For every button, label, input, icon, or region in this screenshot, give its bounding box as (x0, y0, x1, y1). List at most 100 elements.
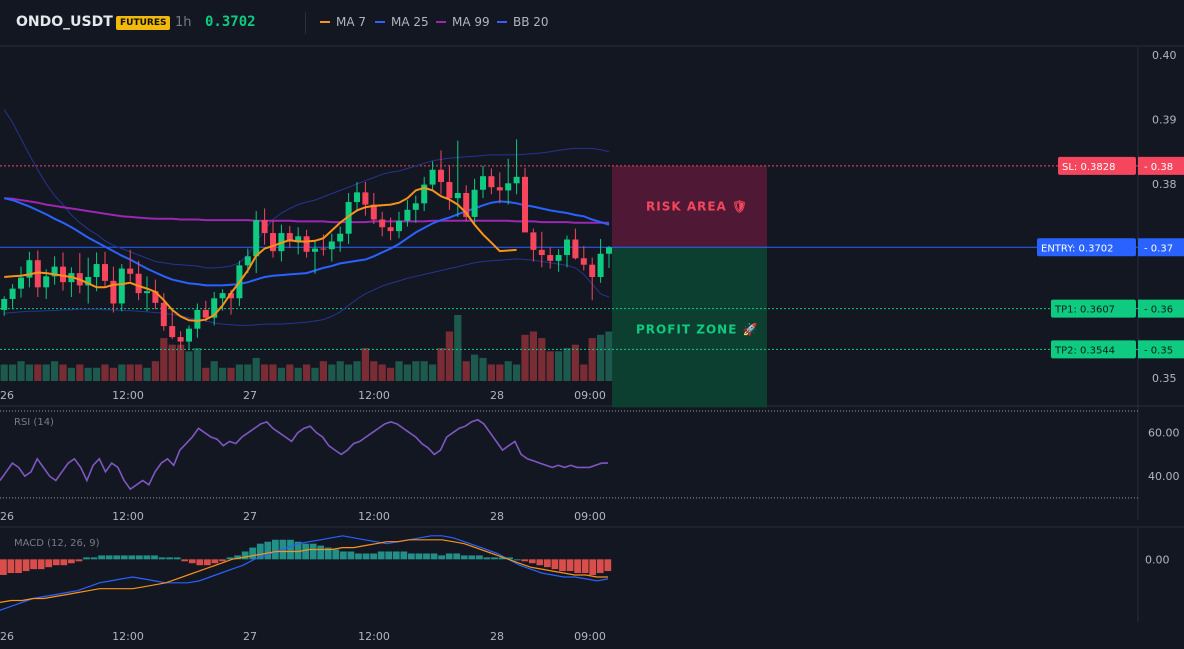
volume-bar (588, 338, 596, 381)
volume-bar (151, 361, 159, 381)
volume-bar (67, 367, 75, 381)
macd-histogram-bar (468, 555, 476, 560)
volume-bar (580, 364, 588, 381)
candle-body (328, 241, 335, 250)
macd-histogram-bar (98, 555, 105, 560)
macd-histogram-bar (483, 557, 491, 560)
volume-bar (135, 364, 143, 381)
volume-bar (143, 367, 151, 381)
rsi-title: RSI (14) (14, 417, 54, 428)
candle-body (438, 169, 444, 183)
macd-histogram-bar (589, 559, 597, 575)
main-y-tick-0: 0.35 (1152, 372, 1177, 385)
candle-body (454, 193, 461, 199)
rsi-x-tick-4: 28 (490, 510, 504, 523)
candle-body (530, 232, 537, 250)
symbol-name[interactable]: ONDO_USDT (16, 14, 113, 30)
legend-bb20-label: BB 20 (513, 15, 549, 29)
bb-upper-line (3, 109, 610, 269)
candle-body (421, 184, 428, 204)
volume-bar (126, 364, 134, 381)
volume-bar (445, 331, 453, 381)
candle-body (597, 253, 604, 277)
volume-bar (244, 364, 252, 381)
candle-body (152, 291, 159, 303)
main-x-tick-5: 09:00 (574, 389, 606, 402)
volume-bar (0, 364, 8, 381)
volume-bar (269, 364, 277, 381)
volume-bar (563, 348, 571, 381)
rsi-x-tick-0: 26 (0, 510, 14, 523)
candle-body (202, 309, 209, 318)
macd-histogram-bar (302, 543, 309, 560)
macd-histogram-bar (445, 553, 453, 560)
candle-body (404, 209, 411, 221)
legend-bb20[interactable]: BB 20 (497, 15, 549, 29)
rsi-y-tick-0: 40.00 (1148, 470, 1180, 483)
macd-histogram-bar (423, 553, 430, 560)
macd-histogram-bar (264, 541, 272, 560)
candle-body (488, 176, 495, 188)
rsi-x-tick-5: 09:00 (574, 510, 606, 523)
timeframe-label[interactable]: 1h (175, 15, 192, 30)
macd-histogram-bar (430, 553, 438, 560)
volume-bar (93, 367, 101, 381)
macd-x-tick-4: 28 (490, 630, 504, 643)
legend-ma7[interactable]: MA 7 (320, 15, 366, 29)
level-tick-bg-3 (1138, 340, 1184, 359)
macd-histogram-bar (596, 559, 604, 574)
macd-histogram-bar (113, 555, 121, 560)
macd-histogram-bar (30, 559, 37, 570)
candle-body (480, 176, 486, 190)
macd-histogram-bar (513, 559, 521, 561)
legend-ma25[interactable]: MA 25 (375, 15, 429, 29)
macd-x-tick-1: 12:00 (112, 630, 144, 643)
macd-histogram-bar (90, 557, 98, 560)
candle-body (60, 266, 66, 283)
candle-body (312, 248, 318, 252)
candle-body (606, 247, 612, 254)
macd-histogram-bar (506, 557, 513, 560)
volume-bar (59, 364, 67, 381)
candle-body (429, 169, 436, 185)
volume-bar (294, 367, 302, 381)
macd-histogram-bar (226, 557, 234, 560)
volume-bar (210, 361, 218, 381)
macd-histogram-bar (68, 559, 75, 564)
volume-bar (277, 367, 285, 381)
macd-histogram-bar (52, 559, 60, 566)
macd-histogram-bar (362, 553, 370, 560)
volume-bar (76, 364, 84, 381)
macd-histogram-bar (7, 559, 15, 574)
macd-histogram-bar (559, 559, 566, 572)
candle-body (496, 187, 503, 191)
volume-bar (429, 364, 437, 381)
macd-histogram-bar (294, 541, 302, 560)
risk-zone-label: RISK AREA 🛡 (646, 200, 748, 214)
macd-histogram-bar (15, 559, 22, 574)
level-tick-bg-2 (1138, 299, 1184, 318)
macd-histogram-bar (438, 555, 445, 560)
macd-histogram-bar (204, 559, 211, 566)
candle-body (379, 219, 386, 228)
legend-ma99[interactable]: MA 99 (436, 15, 490, 29)
candle-body (102, 264, 108, 281)
volume-bar (504, 361, 512, 381)
candle-body (18, 277, 24, 289)
macd-histogram-bar (340, 551, 347, 560)
volume-bar (42, 364, 50, 381)
volume-bar (328, 364, 336, 381)
level-label-2: TP1: 0.3607 (1054, 305, 1115, 316)
volume-bar (529, 331, 537, 381)
volume-bar (84, 367, 92, 381)
volume-bar (513, 364, 521, 381)
volume-bar (412, 361, 420, 381)
main-x-tick-1: 12:00 (112, 389, 144, 402)
macd-histogram-bar (324, 547, 332, 560)
ma99-line (4, 197, 609, 224)
candle-body (463, 193, 470, 217)
macd-histogram-bar (460, 555, 468, 560)
rsi-y-tick-1: 60.00 (1148, 427, 1180, 440)
volume-bar (479, 357, 487, 381)
